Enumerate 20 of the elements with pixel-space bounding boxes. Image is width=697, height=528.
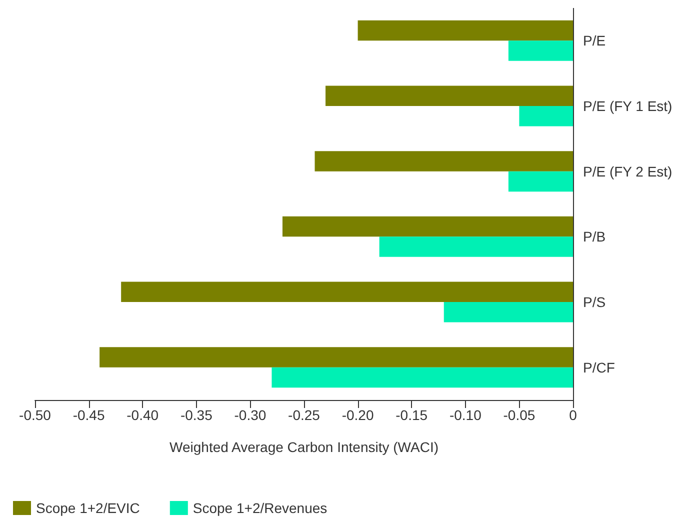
x-tick-label: -0.50 xyxy=(19,407,52,423)
legend-label: Scope 1+2/Revenues xyxy=(192,500,328,516)
x-tick-label: -0.25 xyxy=(288,407,320,423)
y-tick-label: P/E xyxy=(583,32,606,49)
x-tick-label: 0 xyxy=(569,407,578,423)
x-tick-label: -0.35 xyxy=(180,407,213,423)
x-tick-label: -0.45 xyxy=(72,407,105,423)
y-tick-label: P/E (FY 2 Est) xyxy=(583,163,672,180)
x-tick-label: -0.40 xyxy=(126,407,159,423)
x-tick-label: -0.05 xyxy=(503,407,536,423)
y-tick-label: P/CF xyxy=(583,359,615,376)
x-tick-label: -0.15 xyxy=(396,407,428,423)
legend-label: Scope 1+2/EVIC xyxy=(36,500,140,516)
y-tick-label: P/S xyxy=(583,294,606,310)
y-tick-label: P/E (FY 1 Est) xyxy=(583,98,672,114)
y-tick-label: P/B xyxy=(583,228,606,245)
x-axis-title: Weighted Average Carbon Intensity (WACI) xyxy=(170,439,438,455)
x-tick-label: -0.20 xyxy=(342,407,374,423)
x-tick-label: -0.10 xyxy=(449,407,482,423)
x-tick-label: -0.30 xyxy=(234,407,266,423)
